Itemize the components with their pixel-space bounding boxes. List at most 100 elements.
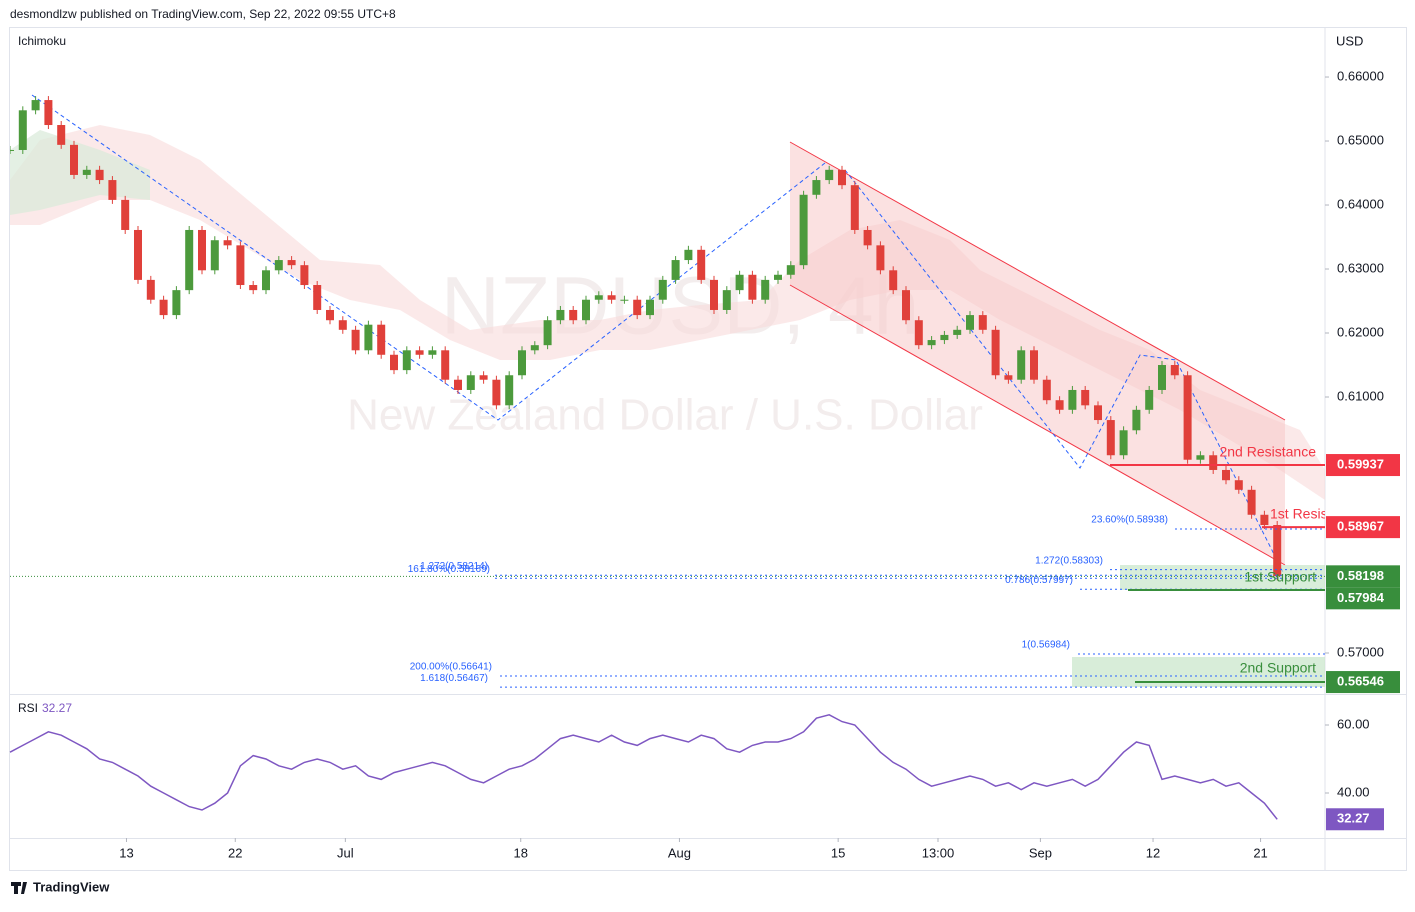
y-tick-label: 0.65000 (1337, 132, 1384, 147)
candle (684, 249, 693, 261)
candle (646, 299, 654, 316)
candle (850, 185, 859, 230)
candle (262, 270, 270, 291)
candle (607, 295, 616, 300)
candles (10, 96, 1282, 581)
candle (108, 180, 117, 200)
level-name: 2nd Resistance (1219, 444, 1316, 460)
candle (236, 245, 245, 286)
price-box-label: 0.56546 (1337, 673, 1384, 688)
x-tick-label: 13 (119, 845, 133, 860)
candle (377, 324, 386, 355)
candle (927, 340, 936, 346)
candle (338, 320, 347, 330)
candle (748, 274, 757, 300)
candle (134, 229, 142, 280)
candle (710, 279, 718, 310)
candle (569, 309, 578, 321)
candle (876, 245, 885, 271)
candle (185, 229, 194, 291)
candle (1145, 389, 1154, 410)
fib-label: 23.60%(0.58938) (1091, 515, 1168, 526)
candle (620, 299, 629, 301)
candle (543, 320, 552, 346)
x-tick-label: 15 (831, 845, 845, 860)
candle (991, 329, 1000, 376)
candle (697, 249, 706, 280)
candle (1055, 400, 1064, 410)
logo (11, 882, 27, 894)
fib-label: 0.786(0.57997) (1005, 575, 1073, 586)
indicator-name: Ichimoku (18, 34, 66, 48)
candle (466, 375, 475, 390)
candle (44, 100, 53, 126)
zigzag-1 (31, 94, 826, 421)
y-tick-label: 0.66000 (1337, 68, 1384, 83)
drawings (10, 94, 1325, 687)
plot: 0.66000 0.65000 0.64000 0.63000 0.62000 0.610… (9, 68, 1400, 860)
candle (863, 229, 872, 246)
candle (326, 309, 334, 321)
candle (1234, 480, 1243, 490)
rsi-title: RSI (18, 701, 38, 715)
y-tick-label: 0.61000 (1337, 388, 1384, 403)
price-box-label: 0.57984 (1337, 590, 1385, 605)
candle (402, 350, 411, 371)
candle (953, 329, 962, 335)
candle (415, 350, 424, 355)
fib-label: 200.00%(0.56641) (410, 662, 492, 673)
candle (1119, 430, 1128, 456)
candle (966, 315, 974, 330)
level-name: 1st Support (1244, 569, 1316, 585)
candle (1260, 514, 1269, 526)
candle (658, 279, 667, 300)
candle (1170, 365, 1179, 376)
candle (70, 144, 78, 175)
fib-label: 1(0.56984) (1022, 640, 1070, 651)
candle (582, 299, 590, 321)
x-tick-label: 18 (513, 845, 527, 860)
header: desmondlzw published on TradingView.com,… (10, 7, 396, 21)
candle (441, 350, 450, 380)
candle (364, 324, 373, 351)
y-tick-label: 0.57000 (1337, 644, 1384, 659)
candle (454, 379, 462, 390)
candle (57, 125, 66, 145)
x-tick-label: Jul (337, 845, 354, 860)
candle (838, 169, 846, 186)
candle (479, 375, 488, 380)
candle (530, 345, 539, 351)
candle (313, 285, 322, 310)
candle (1094, 405, 1102, 421)
price-box (1326, 454, 1400, 477)
channel-lower (789, 284, 1286, 566)
x-tick-label: 22 (228, 845, 242, 860)
candle (198, 229, 206, 271)
candle (274, 260, 283, 271)
fib-label: 1.272(0.58214) (420, 561, 488, 572)
candle (31, 100, 40, 111)
candle (761, 279, 770, 300)
candle (1081, 389, 1090, 406)
price-box (1326, 587, 1400, 610)
candle (1158, 365, 1166, 390)
rsi-line (9, 713, 1278, 820)
candle (1222, 469, 1230, 481)
channel-upper (789, 141, 1286, 421)
rsi-tick-label: 40.00 (1337, 784, 1370, 799)
candle (518, 350, 526, 376)
candle (556, 309, 565, 321)
candle (889, 270, 898, 291)
candle (1183, 375, 1192, 460)
candle (146, 279, 155, 300)
watermark-name: New Zealand Dollar / U.S. Dollar (347, 391, 983, 440)
candle (1196, 455, 1205, 460)
candle (812, 180, 821, 195)
price-box-label: 0.59937 (1337, 456, 1384, 471)
candle (1209, 455, 1218, 470)
x-tick-label: 13:00 (922, 845, 955, 860)
candle (1017, 350, 1026, 380)
candle (300, 265, 309, 286)
y-tick-label: 0.63000 (1337, 260, 1384, 275)
